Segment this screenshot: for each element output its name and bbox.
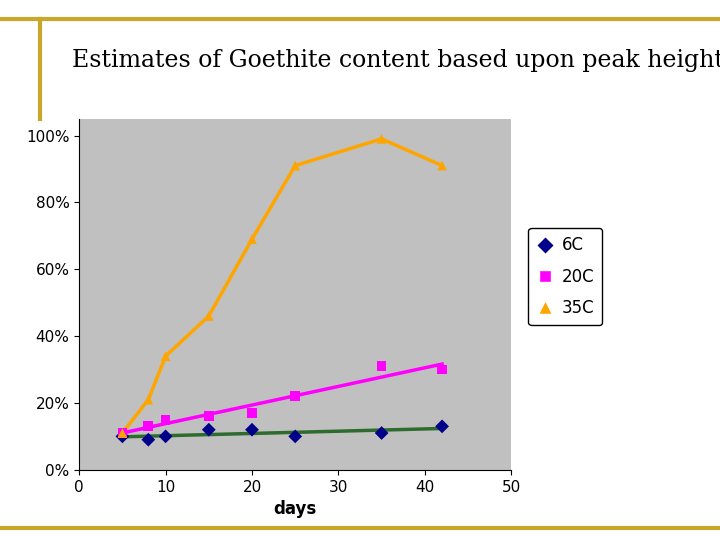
- Legend: 6C, 20C, 35C: 6C, 20C, 35C: [528, 228, 603, 326]
- Point: [203, 412, 215, 421]
- Point: [289, 161, 301, 170]
- Point: [376, 134, 387, 143]
- Point: [203, 312, 215, 320]
- Point: [289, 392, 301, 401]
- Point: [160, 432, 171, 441]
- Point: [246, 409, 258, 417]
- Point: [117, 429, 128, 437]
- Point: [436, 161, 448, 170]
- Point: [160, 352, 171, 361]
- Point: [436, 422, 448, 431]
- Point: [203, 426, 215, 434]
- Point: [376, 429, 387, 437]
- Point: [117, 429, 128, 437]
- Point: [289, 432, 301, 441]
- Point: [160, 415, 171, 424]
- Point: [143, 422, 154, 431]
- Point: [143, 395, 154, 404]
- Point: [246, 426, 258, 434]
- X-axis label: days: days: [274, 500, 317, 518]
- Point: [376, 362, 387, 370]
- Point: [117, 432, 128, 441]
- Text: Estimates of Goethite content based upon peak heights: Estimates of Goethite content based upon…: [72, 49, 720, 72]
- Point: [143, 435, 154, 444]
- Point: [436, 365, 448, 374]
- Point: [246, 235, 258, 244]
